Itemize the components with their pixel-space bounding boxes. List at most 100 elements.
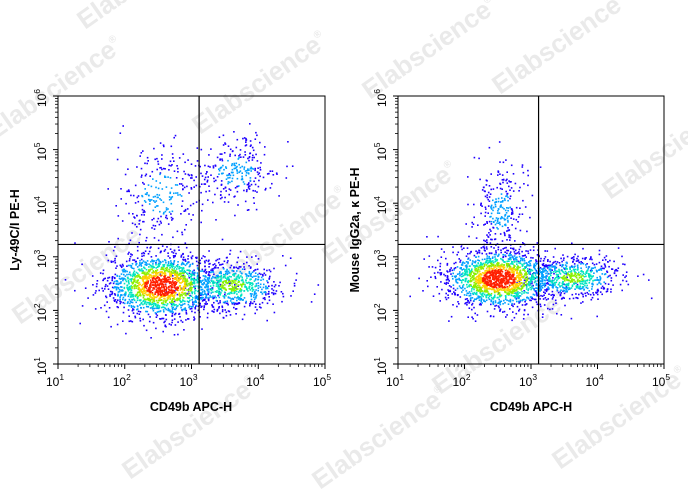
scatter-point [491, 263, 493, 266]
scatter-point [532, 284, 534, 287]
scatter-point [447, 297, 450, 299]
scatter-point [209, 166, 211, 168]
scatter-point [220, 194, 222, 196]
watermark-registered-mark: ® [107, 33, 120, 47]
scatter-point [454, 292, 456, 294]
scatter-point [580, 302, 582, 304]
scatter-point [150, 337, 152, 339]
scatter-point [484, 190, 486, 193]
scatter-point [529, 264, 532, 267]
scatter-point [514, 252, 516, 255]
scatter-point [249, 274, 252, 276]
scatter-point [190, 256, 193, 259]
scatter-point [503, 310, 506, 313]
scatter-point [510, 164, 513, 167]
scatter-point [142, 306, 145, 309]
scatter-point [538, 281, 541, 283]
scatter-point [229, 176, 231, 179]
scatter-point [484, 195, 487, 198]
scatter-point [564, 264, 567, 266]
scatter-point [504, 199, 506, 202]
scatter-point [566, 255, 569, 258]
scatter-point [595, 291, 597, 294]
scatter-point [568, 297, 571, 300]
scatter-point [239, 166, 242, 169]
scatter-point [196, 147, 199, 149]
scatter-point [227, 270, 230, 273]
scatter-point [580, 292, 583, 294]
scatter-point [170, 265, 173, 268]
scatter-point [193, 303, 195, 305]
scatter-point [155, 307, 157, 310]
scatter-point [524, 206, 527, 208]
scatter-point [540, 305, 542, 308]
scatter-point [583, 288, 585, 291]
scatter-point [205, 296, 207, 299]
scatter-point [164, 294, 167, 296]
scatter-point [219, 301, 221, 304]
scatter-point [470, 280, 473, 282]
scatter-point [249, 145, 252, 147]
scatter-point [477, 259, 479, 261]
scatter-point [541, 316, 544, 318]
scatter-point [527, 292, 529, 294]
scatter-point [557, 275, 559, 278]
scatter-point [512, 311, 514, 313]
watermark: Elabscience® [71, 0, 218, 35]
scatter-point [458, 277, 460, 280]
scatter-point [460, 264, 463, 266]
scatter-point [596, 315, 598, 318]
scatter-point [624, 276, 626, 279]
scatter-point [509, 195, 512, 197]
scatter-point [544, 297, 547, 299]
scatter-point [156, 258, 159, 261]
scatter-point [188, 174, 191, 177]
scatter-point [173, 278, 176, 280]
scatter-point [282, 295, 285, 298]
scatter-point [549, 264, 551, 267]
scatter-point [530, 276, 533, 279]
scatter-point [151, 296, 153, 299]
scatter-point [127, 280, 130, 282]
scatter-point [144, 278, 146, 280]
scatter-point [140, 299, 142, 301]
scatter-point [171, 219, 173, 221]
scatter-point [478, 288, 481, 290]
scatter-point [511, 256, 514, 258]
scatter-point [208, 273, 210, 275]
scatter-point [260, 273, 262, 276]
scatter-point [200, 292, 203, 295]
scatter-point [95, 290, 97, 292]
scatter-point [236, 190, 239, 193]
scatter-point [490, 260, 493, 263]
scatter-point [189, 294, 191, 297]
scatter-point [204, 286, 206, 288]
scatter-point [212, 310, 215, 313]
scatter-point [241, 276, 243, 279]
scatter-point [188, 275, 190, 277]
scatter-point [476, 289, 478, 292]
scatter-point [523, 282, 525, 284]
scatter-point [173, 308, 176, 310]
scatter-point [479, 264, 481, 267]
scatter-point [487, 265, 490, 267]
scatter-point [600, 283, 602, 285]
scatter-point [146, 276, 149, 279]
scatter-point [119, 300, 121, 303]
scatter-point [525, 303, 528, 305]
scatter-point [233, 131, 235, 133]
scatter-point [175, 307, 177, 309]
scatter-point [268, 278, 270, 280]
scatter-point [173, 256, 175, 259]
scatter-point [149, 247, 152, 249]
scatter-point [264, 291, 266, 293]
scatter-point [181, 272, 183, 274]
scatter-point [229, 291, 232, 294]
watermark-registered-mark: ® [312, 28, 325, 42]
scatter-point [539, 288, 542, 291]
scatter-point [186, 208, 189, 210]
scatter-point [559, 293, 562, 296]
scatter-point [250, 298, 253, 301]
scatter-point [251, 146, 254, 149]
scatter-point [155, 285, 158, 288]
